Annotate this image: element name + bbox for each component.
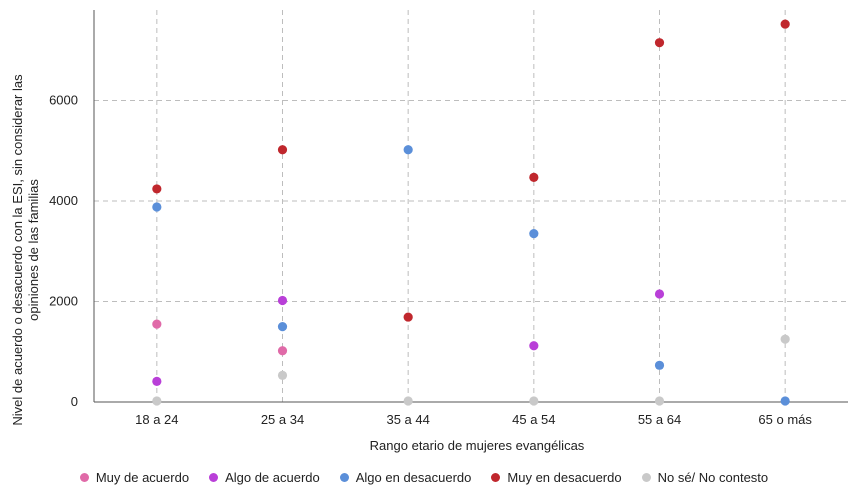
- data-point: [277, 346, 288, 356]
- legend: Muy de acuerdo Algo de acuerdo Algo en des…: [0, 470, 848, 485]
- legend-swatch: [209, 473, 219, 482]
- legend-item: No sé/ No contesto: [641, 470, 769, 485]
- data-point: [152, 396, 162, 406]
- x-tick-label: 45 a 54: [512, 412, 555, 427]
- data-point: [654, 360, 665, 370]
- data-point: [654, 396, 665, 406]
- x-tick-label: 18 a 24: [135, 412, 178, 427]
- data-point: [529, 341, 539, 351]
- legend-item: Muy de acuerdo: [79, 470, 190, 485]
- legend-label: Algo de acuerdo: [225, 470, 320, 485]
- y-axis-title-line1: Nivel de acuerdo o desacuerdo con la ESI…: [10, 74, 25, 426]
- legend-item: Algo en desacuerdo: [339, 470, 472, 485]
- legend-item: Algo de acuerdo: [209, 470, 320, 485]
- y-tick-labels: 0 2000 4000 6000: [49, 92, 78, 409]
- data-point: [277, 322, 288, 332]
- x-tick-label: 25 a 34: [261, 412, 304, 427]
- x-tick-labels: 18 a 24 25 a 34 35 a 44 45 a 54 55 a 64 65 o …: [135, 412, 812, 427]
- legend-label: No sé/ No contesto: [657, 470, 769, 485]
- legend-label: Algo en desacuerdo: [355, 470, 472, 485]
- legend-label: Muy en desacuerdo: [507, 470, 622, 485]
- data-point: [277, 370, 288, 380]
- data-point: [152, 376, 162, 386]
- x-tick-label: 35 a 44: [386, 412, 429, 427]
- legend-label: Muy de acuerdo: [95, 470, 190, 485]
- data-point: [780, 334, 790, 344]
- data-point: [277, 145, 288, 155]
- data-point: [152, 184, 162, 194]
- data-point: [529, 396, 539, 406]
- y-axis-title: Nivel de acuerdo o desacuerdo con la ESI…: [10, 74, 41, 426]
- grid-lines: [94, 10, 848, 402]
- data-point: [277, 295, 288, 306]
- legend-swatch: [339, 473, 349, 482]
- y-tick-label: 0: [71, 394, 78, 409]
- data-point: [152, 319, 162, 329]
- data-points: [152, 19, 790, 406]
- y-tick-label: 6000: [49, 92, 78, 107]
- data-point: [780, 19, 790, 29]
- data-point: [403, 396, 413, 406]
- data-point: [529, 229, 539, 239]
- data-point: [152, 202, 162, 212]
- legend-swatch: [491, 473, 501, 482]
- legend-item: Muy en desacuerdo: [491, 470, 622, 485]
- legend-swatch: [641, 473, 651, 482]
- x-tick-label: 55 a 64: [638, 412, 681, 427]
- data-point: [529, 172, 539, 182]
- axes: [93, 10, 848, 403]
- data-point: [780, 396, 790, 406]
- data-point: [403, 312, 413, 322]
- y-tick-label: 4000: [49, 193, 78, 208]
- legend-swatch: [79, 473, 89, 482]
- x-tick-label: 65 o más: [758, 412, 812, 427]
- y-axis-title-line2: opiniones de las familias: [26, 179, 41, 321]
- data-point: [654, 38, 665, 48]
- data-point: [654, 289, 665, 299]
- y-tick-label: 2000: [49, 293, 78, 308]
- x-axis-title: Rango etario de mujeres evangélicas: [370, 438, 585, 453]
- data-point: [403, 145, 413, 155]
